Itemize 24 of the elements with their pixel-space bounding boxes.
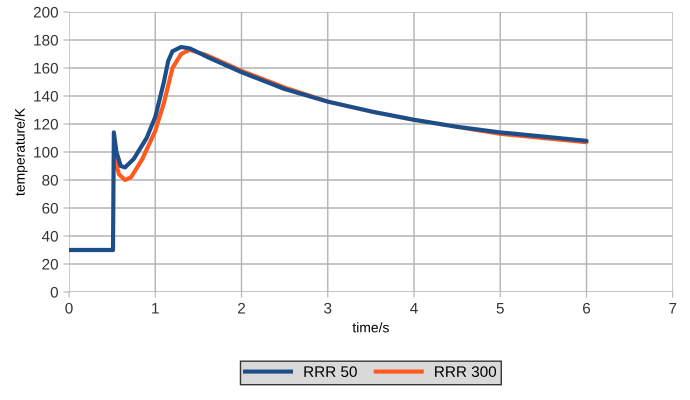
y-tick-label: 100	[34, 146, 58, 158]
x-tick-label: 2	[238, 302, 245, 314]
y-tick-label: 80	[42, 174, 58, 186]
line-series	[69, 44, 589, 252]
x-tick-label: 1	[152, 302, 159, 314]
y-tick-label: 160	[34, 62, 58, 74]
y-tick-label: 120	[34, 118, 58, 130]
x-tick-label: 7	[669, 302, 676, 314]
x-tick-label: 4	[410, 302, 418, 314]
y-tick-label: 40	[42, 230, 58, 242]
x-tick-label: 3	[324, 302, 332, 314]
x-axis-title: time/s	[352, 322, 389, 332]
y-tick-label: 20	[42, 258, 58, 270]
y-axis-title: temperature/K	[14, 108, 28, 196]
y-tick-label: 60	[42, 202, 58, 214]
x-tick-label: 6	[583, 302, 590, 314]
y-tick-label: 200	[34, 6, 58, 18]
legend-label: RRR 300	[435, 366, 496, 378]
x-tick-label: 0	[65, 302, 73, 314]
legend-label: RRR 50	[304, 366, 357, 378]
y-tick-label: 0	[50, 286, 58, 298]
x-tick-label: 5	[496, 302, 504, 314]
y-tick-label: 140	[34, 90, 58, 102]
y-tick-label: 180	[34, 34, 58, 46]
